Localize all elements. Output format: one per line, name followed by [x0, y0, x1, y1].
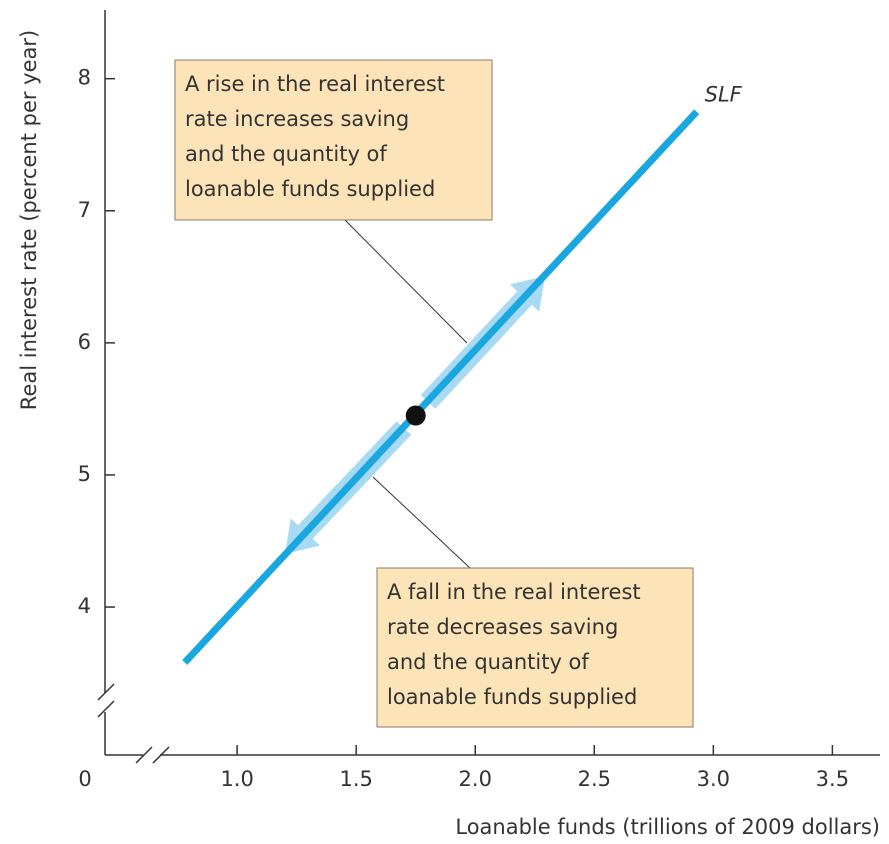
annotation-text: loanable funds supplied [387, 685, 637, 709]
annotation-text: loanable funds supplied [185, 177, 435, 201]
annotation-text: and the quantity of [185, 142, 387, 166]
supply-line [182, 109, 700, 665]
annotation-text: rate increases saving [185, 107, 409, 131]
y-tick-label: 8 [78, 66, 91, 90]
y-tick-label: 6 [78, 330, 91, 354]
axis-break [152, 746, 170, 764]
x-tick-label: 2.5 [578, 767, 611, 791]
annotation-box [174, 59, 493, 221]
leader-line [344, 219, 468, 344]
x-tick-label: 2.0 [459, 767, 492, 791]
x-tick-label: 3.0 [697, 767, 730, 791]
axis-break [97, 700, 115, 718]
y-axis-title: Real interest rate (percent per year) [17, 30, 41, 410]
y-tick-label: 4 [78, 594, 91, 618]
leader-line [372, 476, 471, 569]
y-tick-label: 7 [78, 198, 91, 222]
annotation-text: and the quantity of [387, 650, 589, 674]
axis-break [97, 683, 115, 701]
origin-label: 0 [78, 767, 91, 791]
point [405, 405, 426, 426]
x-tick-label: 3.5 [816, 767, 849, 791]
y-tick-label: 5 [78, 462, 91, 486]
series-label: SLF [705, 83, 743, 107]
axis-break [135, 746, 153, 764]
annotation-text: rate decreases saving [387, 615, 618, 639]
annotation-text: A fall in the real interest [387, 580, 641, 604]
x-tick-label: 1.5 [339, 767, 372, 791]
annotation-box [376, 567, 694, 728]
annotation-text: A rise in the real interest [185, 72, 445, 96]
x-tick-label: 1.0 [220, 767, 253, 791]
x-axis-title: Loanable funds (trillions of 2009 dollar… [455, 815, 880, 839]
